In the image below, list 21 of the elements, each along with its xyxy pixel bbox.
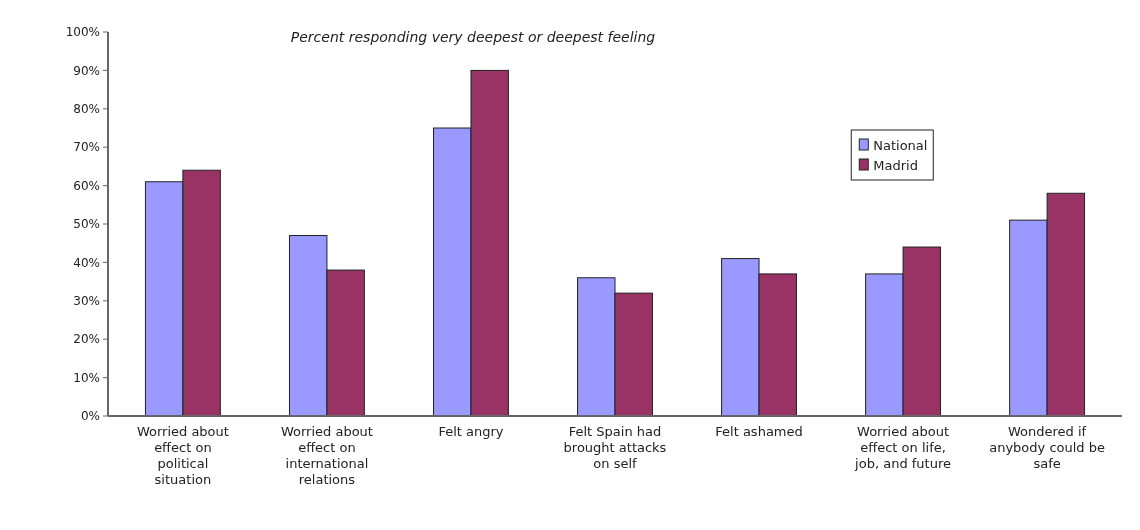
y-tick-label: 50% bbox=[73, 217, 100, 232]
x-tick-label: Felt angry bbox=[438, 424, 504, 439]
y-tick-label: 40% bbox=[73, 255, 100, 270]
legend-label: Madrid bbox=[873, 157, 918, 173]
legend-label: National bbox=[873, 137, 928, 153]
y-tick-label: 20% bbox=[73, 332, 100, 347]
y-tick-label: 90% bbox=[73, 63, 100, 78]
x-tick-label: Worried about effect on political situation bbox=[136, 424, 229, 487]
y-tick-label: 80% bbox=[73, 102, 100, 116]
x-tick-label: Worried about effect on life, job, and future bbox=[854, 424, 952, 471]
x-tick-label: Worried about effect on international relations bbox=[280, 424, 373, 487]
x-tick-label: Felt ashamed bbox=[715, 424, 803, 439]
x-tick-label: Felt Spain had brought attacks on self bbox=[563, 424, 667, 471]
y-tick-label: 0% bbox=[80, 409, 100, 424]
x-tick-label: Wondered if anybody could be safe bbox=[989, 424, 1105, 471]
y-tick-label: 30% bbox=[73, 294, 100, 308]
y-tick-label: 60% bbox=[73, 178, 100, 193]
y-tick-label: 70% bbox=[73, 140, 100, 155]
y-tick-label: 10% bbox=[73, 370, 100, 385]
y-tick-label: 100% bbox=[65, 25, 100, 40]
chart-title: Percent responding very deepest or deepest feeling bbox=[290, 29, 656, 45]
